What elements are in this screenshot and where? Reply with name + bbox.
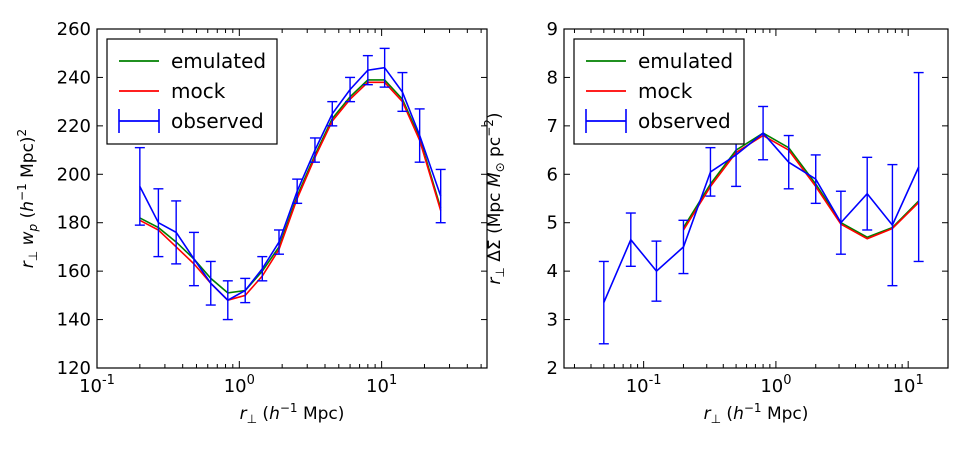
right-observed-line xyxy=(603,131,920,303)
left-x-tick-label: 100 xyxy=(224,373,255,397)
right-observed-errorbar xyxy=(835,190,846,255)
left-observed-errorbar xyxy=(188,231,199,287)
left-x-tick-label: 101 xyxy=(366,373,397,397)
right-observed-errorbar xyxy=(783,134,794,190)
right-x-axis-label: r⊥ (h−1 Mpc) xyxy=(704,401,809,426)
left-observed-errorbar xyxy=(171,200,182,265)
right-y-tick-label: 7 xyxy=(547,116,558,137)
left-observed-errorbar xyxy=(222,280,233,321)
left-y-tick-label: 120 xyxy=(57,358,91,379)
left-observed-errorbar xyxy=(153,188,164,258)
left-plot-frame xyxy=(96,28,488,369)
left-legend: emulated mock observed xyxy=(106,38,278,145)
left-y-tick-label: 160 xyxy=(57,261,91,282)
left-y-tick-label: 200 xyxy=(57,164,91,185)
right-observed-errorbar xyxy=(625,212,636,267)
right-x-tick-label: 101 xyxy=(893,373,924,397)
right-legend-label-observed: observed xyxy=(638,109,731,133)
right-y-tick-label: 4 xyxy=(547,261,558,282)
right-observed-errorbar xyxy=(598,260,609,345)
left-x-tick-label: 10-1 xyxy=(79,373,115,397)
right-y-tick-label: 5 xyxy=(547,213,558,234)
right-y-tick-label: 8 xyxy=(547,67,558,88)
left-emulated-line xyxy=(139,79,442,294)
right-panel: 2 3 4 5 6 7 8 9 10-1 100 101 emulated mock observed r⊥… xyxy=(482,19,949,426)
right-legend-label-mock: mock xyxy=(638,79,693,103)
left-y-tick-label: 240 xyxy=(57,67,91,88)
right-y-axis-label: r⊥ ΔΣ (Mpc M⊙ pc−2) xyxy=(482,112,507,284)
left-observed-line xyxy=(139,66,442,302)
left-observed-errorbar xyxy=(205,260,216,306)
right-observed-errorbar xyxy=(913,71,924,263)
right-y-tick-label: 3 xyxy=(547,310,558,331)
left-observed-errorbar xyxy=(309,137,320,163)
left-observed-errorbar xyxy=(134,146,145,226)
right-observed-errorbar xyxy=(678,219,689,275)
left-mock-line xyxy=(139,81,442,302)
left-observed-errorbar xyxy=(379,47,390,88)
left-observed-errorbar xyxy=(292,178,303,205)
right-mock-line xyxy=(682,134,920,240)
right-x-tick-label: 10-1 xyxy=(626,373,662,397)
right-y-tick-label: 6 xyxy=(547,164,558,185)
left-legend-handle-observed xyxy=(118,109,160,133)
right-emulated-line xyxy=(682,132,920,239)
left-observed-errorbar xyxy=(257,255,268,282)
left-observed-errorbar xyxy=(435,168,446,224)
right-observed-errorbar xyxy=(758,105,769,161)
right-observed-errorbar xyxy=(810,154,821,205)
left-observed-errorbar xyxy=(327,100,338,127)
right-legend: emulated mock observed xyxy=(573,38,745,145)
left-y-axis-label: r⊥ wp (h−1 Mpc)2 xyxy=(15,129,40,268)
right-y-tick-label: 9 xyxy=(547,19,558,40)
right-legend-handle-observed xyxy=(585,109,627,133)
left-observed-errorbar xyxy=(345,76,356,103)
right-plot-frame xyxy=(563,28,949,369)
left-y-tick-label: 140 xyxy=(57,310,91,331)
left-panel: 120 140 160 180 200 220 240 260 10-1 100 101 emulat… xyxy=(15,19,488,426)
right-observed-errorbar xyxy=(651,240,662,302)
left-observed-errorbar xyxy=(240,277,251,304)
left-legend-label-emulated: emulated xyxy=(171,49,266,73)
right-observed-errorbar xyxy=(887,163,898,287)
left-y-tick-label: 260 xyxy=(57,19,91,40)
left-legend-label-mock: mock xyxy=(171,79,226,103)
right-y-tick-label: 2 xyxy=(547,358,558,379)
right-observed-errorbar xyxy=(705,146,716,197)
left-observed-errorbar xyxy=(397,71,408,113)
left-y-tick-label: 180 xyxy=(57,213,91,234)
right-observed-errorbar xyxy=(862,156,873,231)
left-x-axis-label: r⊥ (h−1 Mpc) xyxy=(240,401,345,426)
left-legend-label-observed: observed xyxy=(171,109,264,133)
right-x-tick-label: 100 xyxy=(760,373,791,397)
left-observed-errorbar xyxy=(273,229,284,255)
left-y-tick-label: 220 xyxy=(57,116,91,137)
right-legend-label-emulated: emulated xyxy=(638,49,733,73)
left-observed-errorbar xyxy=(362,54,373,86)
left-observed-errorbar xyxy=(414,108,425,163)
